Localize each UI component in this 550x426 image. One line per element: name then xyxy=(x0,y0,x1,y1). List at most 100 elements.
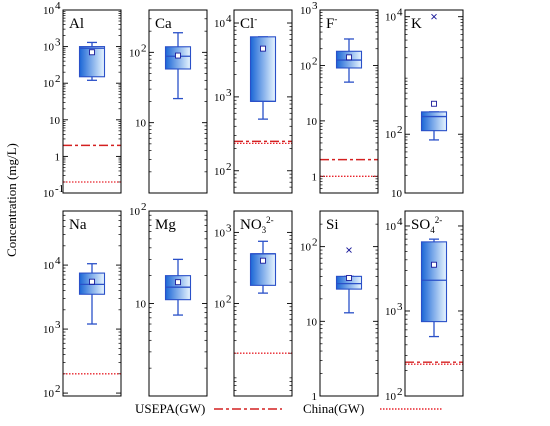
tick-exponent: 2 xyxy=(312,55,318,67)
tick-label: 1 xyxy=(55,151,61,163)
tick-exponent: 2 xyxy=(141,42,147,54)
outlier-marker xyxy=(431,13,437,20)
tick-exponent: 3 xyxy=(397,301,403,313)
panel-title: Mg xyxy=(155,217,176,233)
tick-exponent: 4 xyxy=(226,13,232,25)
tick-exponent: 3 xyxy=(55,37,61,49)
tick-label: 10 xyxy=(385,12,397,24)
tick-label: 10 xyxy=(385,306,397,318)
mean-marker xyxy=(89,278,95,285)
mean-marker xyxy=(260,257,266,264)
mean-marker xyxy=(346,275,352,281)
tick-label: 10 xyxy=(214,166,226,178)
panel-title: Al xyxy=(69,16,84,32)
tick-label: 10 xyxy=(214,92,226,104)
tick-label: 10 xyxy=(43,388,55,400)
tick-label: 10 xyxy=(43,42,55,54)
panel-frame xyxy=(404,210,464,397)
panel-title: F- xyxy=(326,14,337,32)
tick-exponent: 2 xyxy=(55,73,61,85)
panel-title: Na xyxy=(69,217,87,233)
tick-label: 1 xyxy=(312,171,318,183)
panel-frame xyxy=(319,210,379,397)
tick-label: 10 xyxy=(385,391,397,403)
tick-label: 10 xyxy=(306,316,318,328)
tick-exponent: 2 xyxy=(397,386,403,398)
tick-label: 10 xyxy=(385,129,397,141)
tick-label: 10 xyxy=(300,60,312,72)
tick-label: 10 xyxy=(129,206,141,218)
tick-exponent: 3 xyxy=(312,0,318,12)
tick-exponent: 2 xyxy=(55,383,61,395)
iqr-box xyxy=(420,241,448,323)
tick-label: 10 xyxy=(300,5,312,17)
mean-marker xyxy=(89,49,95,56)
mean-marker xyxy=(175,52,181,59)
tick-exponent: 3 xyxy=(226,222,232,234)
panel-frame xyxy=(233,210,293,397)
panel-frame xyxy=(319,9,379,194)
tick-label: 10 xyxy=(49,115,61,127)
outlier-marker xyxy=(346,247,352,253)
panel-title: NO32- xyxy=(240,215,274,235)
panel-title: SO42- xyxy=(411,215,442,235)
panel-title: K xyxy=(411,16,422,32)
tick-exponent: 4 xyxy=(397,216,403,228)
tick-label: 10 xyxy=(43,5,55,17)
tick-label: 10 xyxy=(300,242,312,254)
panel-title: Cl- xyxy=(240,14,257,32)
tick-exponent: 2 xyxy=(141,201,147,213)
y-axis-label: Concentration (mg/L) xyxy=(4,143,19,257)
legend: USEPA(GW) China(GW) xyxy=(135,401,443,416)
tick-exponent: 3 xyxy=(55,319,61,331)
tick-label: 10 xyxy=(391,188,403,200)
panel-frame xyxy=(148,9,208,194)
panel-frame xyxy=(148,210,208,397)
tick-label: 10 xyxy=(43,324,55,336)
tick-label: 10 xyxy=(306,116,318,128)
tick-label: 10 xyxy=(214,18,226,30)
tick-exponent: 2 xyxy=(397,124,403,136)
panel-frame xyxy=(404,9,464,194)
panel-title: Si xyxy=(326,217,339,233)
tick-exponent: 3 xyxy=(226,87,232,99)
mean-marker xyxy=(431,100,437,107)
tick-label: 1 xyxy=(312,391,318,403)
tick-exponent: 4 xyxy=(397,7,403,19)
legend-label-usepa: USEPA(GW) xyxy=(135,401,205,416)
panel-title: Ca xyxy=(155,16,172,32)
tick-exponent: 2 xyxy=(226,161,232,173)
tick-label: 10 xyxy=(214,299,226,311)
tick-exponent: 2 xyxy=(312,237,318,249)
tick-exponent: 2 xyxy=(226,294,232,306)
panel-frame xyxy=(233,9,293,194)
tick-label: 10 xyxy=(214,227,226,239)
tick-label: 10 xyxy=(129,47,141,59)
tick-exponent: -1 xyxy=(55,183,64,195)
mean-marker xyxy=(260,45,266,52)
tick-label: 10 xyxy=(43,78,55,90)
tick-label: 10 xyxy=(135,118,147,130)
mean-marker xyxy=(431,261,437,268)
tick-label: 10 xyxy=(135,299,147,311)
tick-label: 10 xyxy=(43,260,55,272)
panel-frame xyxy=(62,9,122,194)
tick-label: 10 xyxy=(385,221,397,233)
mean-marker xyxy=(175,279,181,286)
iqr-box xyxy=(420,111,448,132)
mean-marker xyxy=(346,54,352,61)
tick-exponent: 4 xyxy=(55,255,61,267)
panel-frame xyxy=(62,210,122,397)
